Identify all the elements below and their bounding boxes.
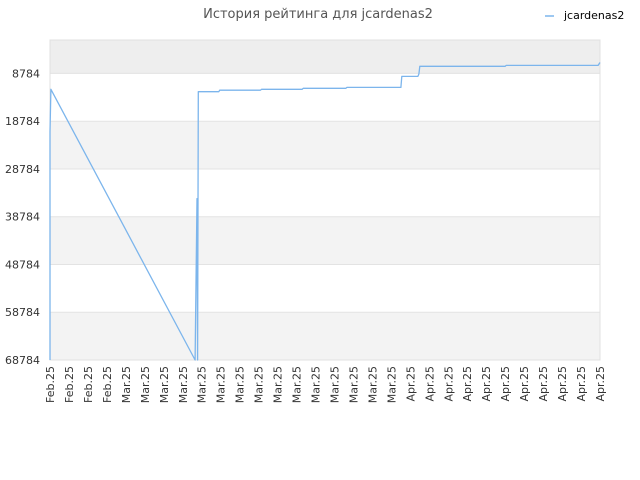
x-tick-label: Apr.25 [461,366,474,402]
x-tick-label: Apr.25 [499,366,512,402]
x-tick-label: Mar.25 [177,366,190,403]
y-tick-label: 18784 [5,115,40,128]
x-tick-label: Mar.25 [196,366,209,403]
y-tick-label: 8784 [12,67,40,80]
x-tick-label: Mar.25 [120,366,133,403]
x-tick-label: Mar.25 [215,366,228,403]
x-tick-label: Mar.25 [139,366,152,403]
x-tick-label: Apr.25 [537,366,550,402]
y-tick-label: 28784 [5,163,40,176]
series-line [49,62,601,361]
chart-title: История рейтинга для jcardenas2 [203,7,433,22]
x-tick-label: Apr.25 [480,366,493,402]
x-tick-label: Apr.25 [442,366,455,402]
x-tick-label: Apr.25 [518,366,531,402]
x-tick-label: Mar.25 [291,366,304,403]
legend: jcardenas2 [545,9,624,22]
x-tick-label: Mar.25 [385,366,398,403]
x-axis-ticks: Feb.25 Feb.25 Feb.25 Feb.25 Mar.25 Mar.25 Mar.… [44,366,607,403]
x-tick-label: Mar.25 [366,366,379,403]
x-tick-label: Mar.25 [158,366,171,403]
x-tick-label: Apr.25 [594,366,607,402]
x-tick-label: Mar.25 [272,366,285,403]
x-tick-label: Feb.25 [101,366,114,403]
x-tick-label: Mar.25 [253,366,266,403]
x-tick-label: Mar.25 [347,366,360,403]
y-tick-label: 58784 [5,306,40,319]
x-tick-label: Feb.25 [44,366,57,403]
series-layer [49,62,601,361]
x-tick-label: Mar.25 [310,366,323,403]
plot-band [50,40,600,74]
plot-band [50,168,600,217]
y-tick-label: 48784 [5,258,40,271]
x-tick-label: Apr.25 [556,366,569,402]
x-tick-label: Feb.25 [82,366,95,403]
x-tick-label: Mar.25 [234,366,247,403]
x-tick-label: Mar.25 [328,366,341,403]
plot-band [50,312,600,360]
plot-bands [50,40,600,360]
x-tick-label: Apr.25 [575,366,588,402]
x-tick-label: Apr.25 [423,366,436,402]
legend-label: jcardenas2 [563,9,624,22]
plot-band [50,121,600,169]
plot-band [50,216,600,265]
x-tick-label: Feb.25 [63,366,76,403]
x-tick-label: Apr.25 [404,366,417,402]
plot-band [50,73,600,122]
plot-band [50,264,600,313]
y-axis-ticks: 8784 18784 28784 38784 48784 58784 68784 [5,67,40,367]
y-tick-label: 68784 [5,354,40,367]
y-tick-label: 38784 [5,211,40,224]
